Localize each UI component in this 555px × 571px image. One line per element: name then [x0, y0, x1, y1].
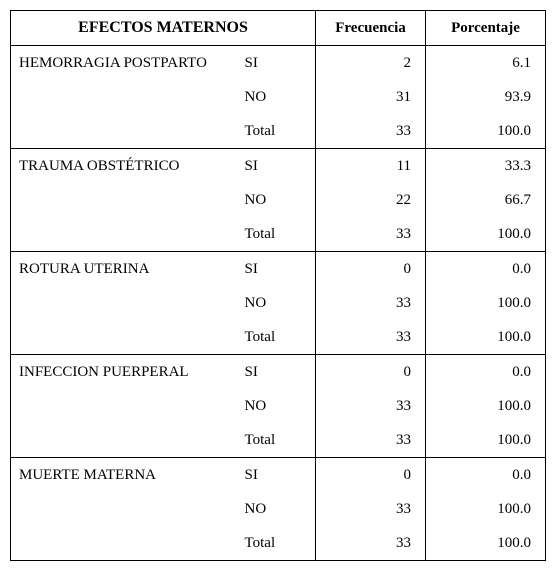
- freq-cell: 0: [316, 355, 426, 390]
- table-row: Total 33 100.0: [11, 217, 546, 252]
- effect-name: TRAUMA OBSTÉTRICO: [11, 149, 241, 184]
- freq-cell: 33: [316, 114, 426, 149]
- pct-cell: 66.7: [426, 183, 546, 217]
- table-row: ROTURA UTERINA SI 0 0.0: [11, 252, 546, 287]
- table-row: MUERTE MATERNA SI 0 0.0: [11, 458, 546, 493]
- effect-name-blank: [11, 217, 241, 252]
- effect-name-blank: [11, 423, 241, 458]
- table-row: NO 33 100.0: [11, 389, 546, 423]
- pct-cell: 6.1: [426, 46, 546, 81]
- sub-yes: SI: [241, 252, 316, 287]
- sub-yes: SI: [241, 46, 316, 81]
- table-row: HEMORRAGIA POSTPARTO SI 2 6.1: [11, 46, 546, 81]
- freq-cell: 11: [316, 149, 426, 184]
- pct-cell: 100.0: [426, 217, 546, 252]
- sub-no: NO: [241, 286, 316, 320]
- table-row: NO 22 66.7: [11, 183, 546, 217]
- effect-name: ROTURA UTERINA: [11, 252, 241, 287]
- freq-cell: 31: [316, 80, 426, 114]
- sub-total: Total: [241, 423, 316, 458]
- freq-cell: 33: [316, 526, 426, 561]
- effect-name-blank: [11, 114, 241, 149]
- table-row: NO 31 93.9: [11, 80, 546, 114]
- table-row: Total 33 100.0: [11, 114, 546, 149]
- freq-cell: 0: [316, 458, 426, 493]
- sub-yes: SI: [241, 149, 316, 184]
- table-row: Total 33 100.0: [11, 423, 546, 458]
- pct-cell: 100.0: [426, 389, 546, 423]
- sub-no: NO: [241, 183, 316, 217]
- maternal-effects-table: EFECTOS MATERNOS Frecuencia Porcentaje H…: [10, 10, 546, 561]
- sub-yes: SI: [241, 458, 316, 493]
- pct-cell: 93.9: [426, 80, 546, 114]
- header-row: EFECTOS MATERNOS Frecuencia Porcentaje: [11, 11, 546, 46]
- pct-cell: 0.0: [426, 458, 546, 493]
- sub-no: NO: [241, 80, 316, 114]
- pct-cell: 100.0: [426, 320, 546, 355]
- pct-cell: 100.0: [426, 526, 546, 561]
- table-row: NO 33 100.0: [11, 492, 546, 526]
- freq-cell: 33: [316, 217, 426, 252]
- effect-name-blank: [11, 286, 241, 320]
- table-row: Total 33 100.0: [11, 320, 546, 355]
- sub-total: Total: [241, 320, 316, 355]
- pct-cell: 33.3: [426, 149, 546, 184]
- pct-cell: 100.0: [426, 492, 546, 526]
- table-row: Total 33 100.0: [11, 526, 546, 561]
- freq-cell: 33: [316, 389, 426, 423]
- freq-cell: 33: [316, 423, 426, 458]
- sub-total: Total: [241, 217, 316, 252]
- col-effects: EFECTOS MATERNOS: [11, 11, 316, 46]
- effect-name-blank: [11, 183, 241, 217]
- pct-cell: 0.0: [426, 355, 546, 390]
- freq-cell: 22: [316, 183, 426, 217]
- sub-yes: SI: [241, 355, 316, 390]
- effect-name: MUERTE MATERNA: [11, 458, 241, 493]
- effect-name-blank: [11, 492, 241, 526]
- freq-cell: 2: [316, 46, 426, 81]
- freq-cell: 33: [316, 320, 426, 355]
- sub-total: Total: [241, 114, 316, 149]
- sub-no: NO: [241, 492, 316, 526]
- freq-cell: 33: [316, 492, 426, 526]
- effect-name-blank: [11, 389, 241, 423]
- pct-cell: 100.0: [426, 114, 546, 149]
- sub-no: NO: [241, 389, 316, 423]
- table-row: NO 33 100.0: [11, 286, 546, 320]
- effect-name-blank: [11, 80, 241, 114]
- sub-total: Total: [241, 526, 316, 561]
- effect-name-blank: [11, 526, 241, 561]
- pct-cell: 100.0: [426, 423, 546, 458]
- pct-cell: 100.0: [426, 286, 546, 320]
- pct-cell: 0.0: [426, 252, 546, 287]
- freq-cell: 33: [316, 286, 426, 320]
- effect-name: HEMORRAGIA POSTPARTO: [11, 46, 241, 81]
- col-percentage: Porcentaje: [426, 11, 546, 46]
- effect-name: INFECCION PUERPERAL: [11, 355, 241, 390]
- table-row: TRAUMA OBSTÉTRICO SI 11 33.3: [11, 149, 546, 184]
- table-row: INFECCION PUERPERAL SI 0 0.0: [11, 355, 546, 390]
- col-frequency: Frecuencia: [316, 11, 426, 46]
- effect-name-blank: [11, 320, 241, 355]
- freq-cell: 0: [316, 252, 426, 287]
